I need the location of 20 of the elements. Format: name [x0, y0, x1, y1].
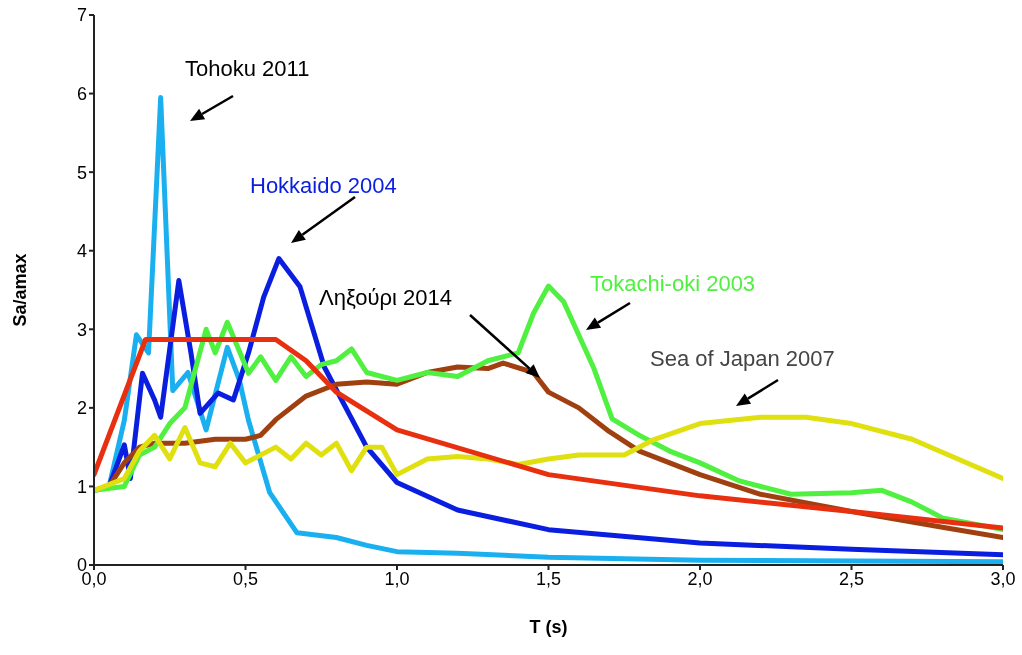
x-axis-title: T (s) — [529, 617, 568, 637]
y-tick-label: 3 — [76, 319, 87, 340]
y-tick-label: 6 — [76, 83, 87, 104]
y-tick-label: 7 — [76, 5, 87, 26]
x-tick-label: 2,5 — [838, 568, 865, 589]
x-tick-label: 2,0 — [687, 568, 713, 589]
text: Hokkaido 2004 — [250, 173, 397, 199]
y-axis-title: Sa/amax — [10, 253, 31, 327]
y-tick-label: 2 — [76, 398, 87, 419]
text: Ληξούρι 2014 — [319, 285, 452, 311]
x-tick-label: 1,0 — [384, 568, 410, 589]
x-tick-label: 1,5 — [535, 568, 562, 589]
series-label: Tokachi-oki 2003 — [590, 271, 756, 297]
x-tick-label: 0,5 — [232, 568, 259, 589]
x-tick-label: 3,0 — [990, 568, 1016, 589]
y-tick-label: 4 — [76, 241, 87, 262]
text: Sea of Japan 2007 — [650, 346, 835, 372]
y-tick-label: 1 — [76, 476, 87, 497]
series-label: Tohoku 2011 — [185, 56, 310, 82]
y-tick-label: 5 — [76, 162, 87, 183]
